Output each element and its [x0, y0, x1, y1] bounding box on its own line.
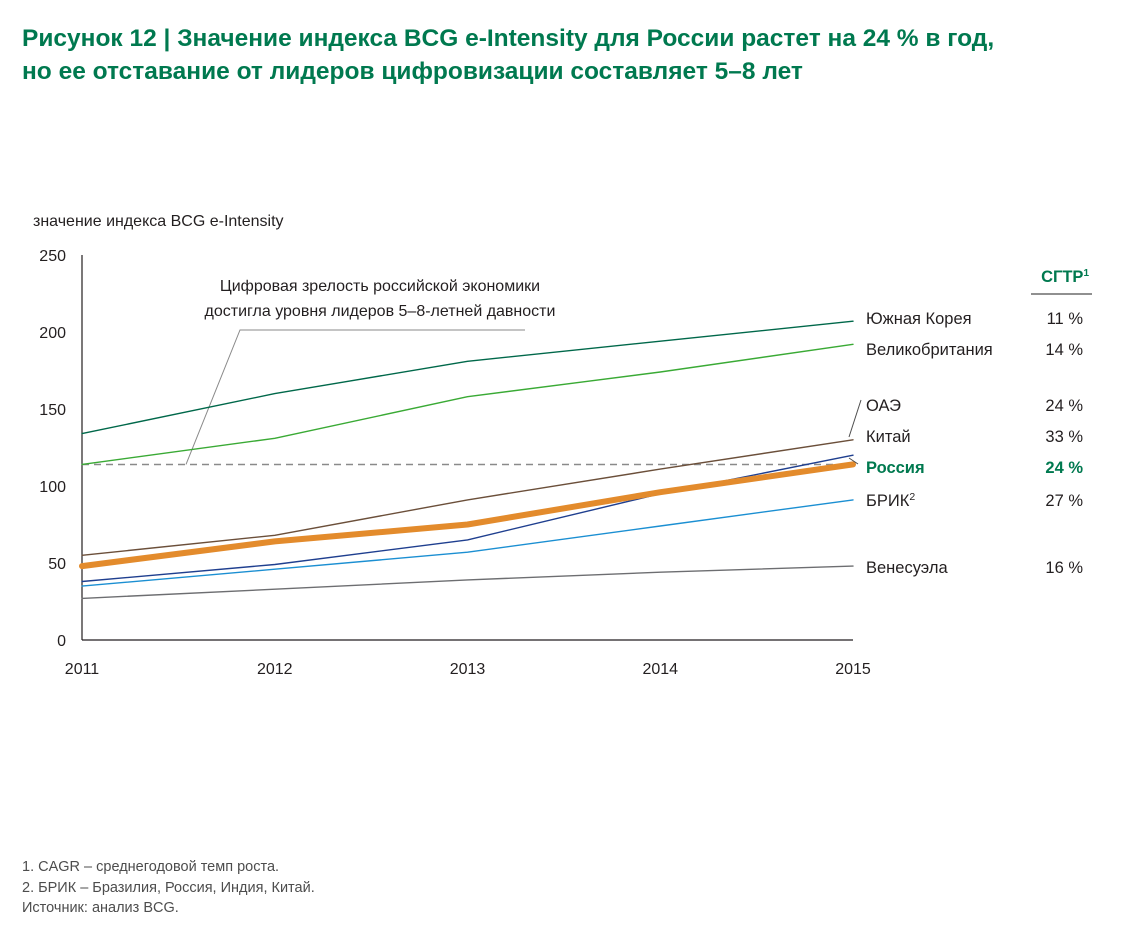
x-tick-label: 2011: [65, 661, 100, 678]
y-tick-label: 50: [48, 556, 66, 573]
series-line-russia: [79, 461, 856, 570]
label-leader-line: [848, 457, 859, 465]
cagr-value: 11 %: [1047, 310, 1084, 328]
series-label: Венесуэла: [866, 559, 948, 577]
cagr-value: 24 %: [1045, 397, 1083, 415]
series-label: ОАЭ: [866, 397, 901, 415]
label-leader-line: [848, 399, 862, 438]
y-axis-title: значение индекса BCG e-Intensity: [33, 213, 284, 230]
annotation-line-2: достигла уровня лидеров 5–8-летней давно…: [205, 303, 556, 320]
y-tick-label: 150: [39, 402, 66, 419]
cagr-value: 27 %: [1045, 492, 1083, 510]
series-line-line: [81, 343, 854, 466]
footnotes: 1. CAGR – среднегодовой темп роста. 2. Б…: [22, 857, 315, 919]
series-label: Южная Корея: [866, 310, 972, 328]
x-tick-label: 2012: [257, 661, 293, 678]
y-tick-label: 0: [57, 633, 66, 650]
page-title: Рисунок 12 | Значение индекса BCG e-Inte…: [22, 22, 1112, 88]
title-line-2: но ее отставание от лидеров цифровизации…: [22, 58, 803, 85]
series-line-line: [81, 320, 854, 435]
title-line-1: Рисунок 12 | Значение индекса BCG e-Inte…: [22, 25, 995, 52]
series-line-line: [81, 565, 854, 600]
annotation-line-1: Цифровая зрелость российской экономики: [220, 278, 540, 295]
series-label-sup: 2: [909, 491, 915, 503]
series-label: Китай: [866, 428, 911, 446]
series-label: Великобритания: [866, 341, 993, 359]
y-tick-label: 200: [39, 325, 66, 342]
x-tick-label: 2015: [835, 661, 871, 678]
series-label: БРИК2: [866, 491, 915, 510]
series-line-line: [81, 454, 854, 583]
cagr-value: 33 %: [1045, 428, 1083, 446]
cagr-value: 14 %: [1045, 341, 1083, 359]
x-tick-label: 2013: [450, 661, 486, 678]
cagr-value: 16 %: [1045, 559, 1083, 577]
y-tick-label: 100: [39, 479, 66, 496]
x-tick-label: 2014: [642, 661, 678, 678]
cagr-header: СГТР1: [1041, 268, 1089, 286]
series-line-line: [81, 499, 854, 587]
footnote-cagr: 1. CAGR – среднегодовой темп роста.: [22, 859, 280, 875]
footnote-source: Источник: анализ BCG.: [22, 900, 179, 916]
line-chart: значение индекса BCG e-Intensity 0 50 100 15…: [33, 213, 1092, 678]
cagr-value: 24 %: [1045, 459, 1083, 477]
cagr-header-sup: 1: [1083, 268, 1089, 279]
series-label: Россия: [866, 459, 925, 477]
annotation-leader: [185, 329, 525, 465]
series-line-line: [81, 439, 854, 556]
y-tick-label: 250: [39, 248, 66, 265]
footnote-bric: 2. БРИК – Бразилия, Россия, Индия, Китай…: [22, 879, 315, 896]
